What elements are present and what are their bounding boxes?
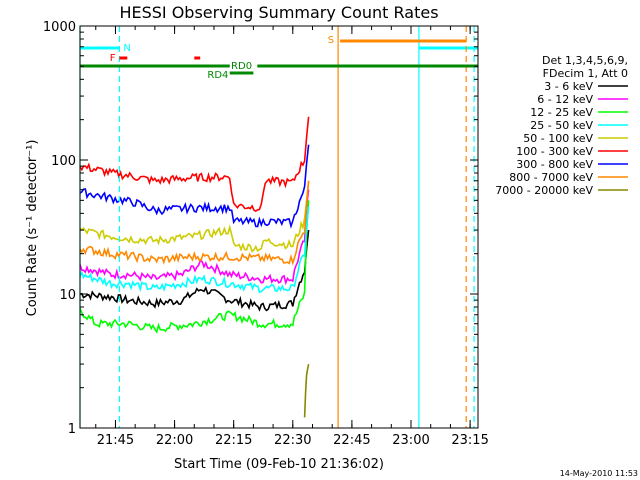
- y-tick-label: 100: [51, 154, 76, 169]
- y-tick-label: 1: [68, 422, 76, 437]
- series-line-100-300-kev: [79, 116, 310, 213]
- x-tick-label: 23:15: [451, 433, 488, 448]
- y-tick-label: 10: [59, 288, 76, 303]
- y-axis-label: Count Rate (s⁻¹ detector⁻¹): [25, 140, 40, 317]
- x-tick-label: 22:15: [215, 433, 252, 448]
- legend-entry-label: 300 - 800 keV: [516, 158, 593, 171]
- legend-entry-label: 6 - 12 keV: [537, 93, 593, 106]
- legend-entry-label: 50 - 100 keV: [523, 132, 593, 145]
- chart-title: HESSI Observing Summary Count Rates: [119, 3, 438, 22]
- series-line-6-12-kev: [79, 189, 310, 286]
- legend-header-line-2: FDecim 1, Att 0: [543, 67, 628, 80]
- series-line-50-100-kev: [79, 180, 310, 253]
- x-tick-label: 22:30: [274, 433, 311, 448]
- plot-frame: [79, 25, 479, 429]
- legend-entry-label: 800 - 7000 keV: [509, 171, 593, 184]
- x-tick-label: 22:00: [156, 433, 193, 448]
- legend-entry-label: 25 - 50 keV: [530, 119, 593, 132]
- series-line-300-800-kev: [79, 144, 310, 229]
- flare-flag-label: F: [110, 53, 116, 64]
- series-line-12-25-kev: [79, 200, 310, 334]
- rd0-flag-label: RD0: [231, 61, 252, 72]
- rd4-flag-label: RD4: [207, 70, 228, 81]
- legend-entry-label: 3 - 6 keV: [544, 80, 593, 93]
- series-line-25-50-kev: [79, 206, 310, 294]
- legend-entry-label: 7000 - 20000 keV: [495, 184, 593, 197]
- legend-header-line-1: Det 1,3,4,5,6,9,: [542, 54, 628, 67]
- x-tick-label: 23:00: [392, 433, 429, 448]
- night-flag-label: N: [123, 43, 130, 54]
- timestamp: 14-May-2010 11:53: [560, 469, 638, 478]
- x-tick-label: 22:45: [333, 433, 370, 448]
- y-tick-label: 1000: [43, 20, 76, 35]
- legend-entry-label: 100 - 300 keV: [516, 145, 593, 158]
- series-line-3-6-kev: [79, 230, 310, 312]
- series-line-7000-20000-kev: [303, 363, 310, 418]
- saa-flag-label: S: [328, 35, 334, 46]
- x-axis-label: Start Time (09-Feb-10 21:36:02): [174, 457, 384, 472]
- x-tick-label: 21:45: [97, 433, 134, 448]
- series-line-800-7000-kev: [79, 180, 310, 266]
- legend-entry-label: 12 - 25 keV: [530, 106, 593, 119]
